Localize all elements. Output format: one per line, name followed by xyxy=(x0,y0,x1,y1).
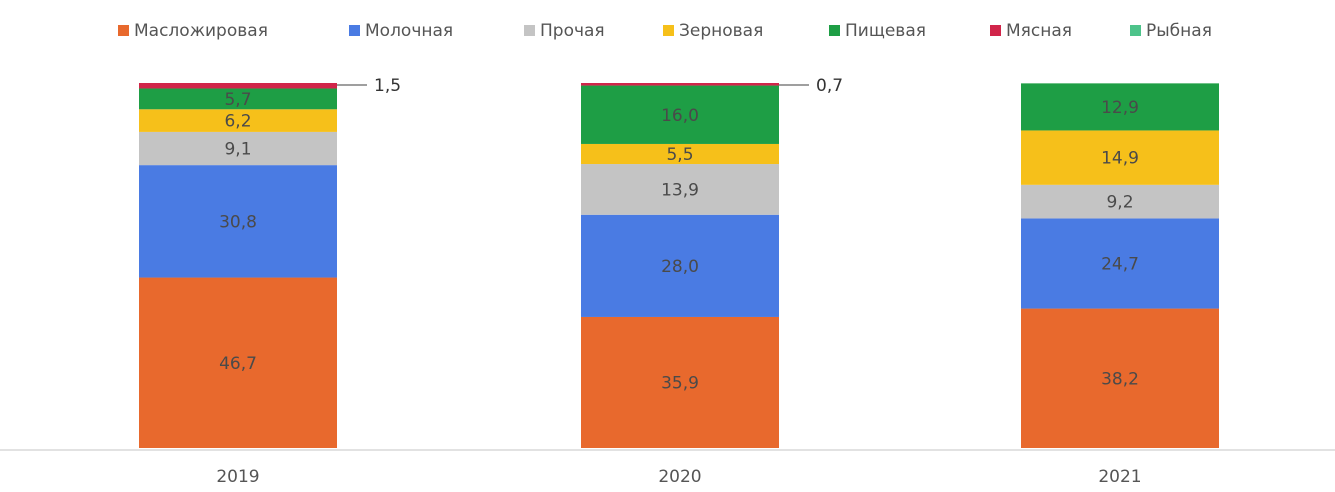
bars: 46,7 30,8 9,1 6,25,7 35,9 28,0 13,9 5,5 16,0 38,2… xyxy=(139,83,1219,448)
legend-label: Рыбная xyxy=(1146,21,1212,41)
bar-segment-2019-6 xyxy=(139,83,337,89)
data-label-2020-1: 35,9 xyxy=(661,373,699,393)
bar-segment-2021-1 xyxy=(1021,308,1219,448)
bar-stack-2020: 35,9 28,0 13,9 5,5 16,0 xyxy=(581,83,779,448)
data-label-2020-3: 13,9 xyxy=(661,180,699,200)
x-axis-labels: 2019 2020 2021 xyxy=(216,467,1141,487)
data-label-2021-3: 9,2 xyxy=(1106,193,1133,213)
bar-stack-2021: 38,2 24,7 9,2 14,9 12,9 xyxy=(1021,83,1219,448)
bar-segment-2021-2 xyxy=(1021,218,1219,309)
annotation-label-1: 1,5 xyxy=(374,76,401,96)
legend-label: Прочая xyxy=(540,21,605,41)
bar-segment-2019-5 xyxy=(139,88,337,110)
data-label-2019-5: 5,7 xyxy=(224,90,251,110)
legend-item-4: Зерновая xyxy=(663,21,763,41)
bar-segment-2021-3 xyxy=(1021,184,1219,219)
bar-segment-2020-6 xyxy=(581,83,779,86)
legend-item-2: Молочная xyxy=(349,21,453,41)
bar-segment-2020-5 xyxy=(581,85,779,144)
legend-item-6: Мясная xyxy=(990,21,1072,41)
bar-stack-2019: 46,7 30,8 9,1 6,25,7 xyxy=(139,83,337,448)
bar-segment-2019-1 xyxy=(139,277,337,448)
legend-swatch xyxy=(1130,25,1141,36)
bar-segment-2021-4 xyxy=(1021,130,1219,185)
legend-item-5: Пищевая xyxy=(829,21,926,41)
bar-segment-2019-2 xyxy=(139,165,337,278)
x-tick-label-2020: 2020 xyxy=(658,467,701,487)
data-label-2019-2: 30,8 xyxy=(219,212,257,232)
data-label-2019-4: 6,2 xyxy=(224,112,251,132)
legend-label: Мясная xyxy=(1006,21,1072,41)
legend-label: Масложировая xyxy=(134,21,268,41)
legend-swatch xyxy=(349,25,360,36)
data-label-2021-1: 38,2 xyxy=(1101,369,1139,389)
legend-swatch xyxy=(829,25,840,36)
x-tick-label-2021: 2021 xyxy=(1098,467,1141,487)
legend-swatch xyxy=(524,25,535,36)
legend-label: Пищевая xyxy=(845,21,926,41)
legend-swatch xyxy=(663,25,674,36)
annotation-label-2: 0,7 xyxy=(816,76,843,96)
bar-segment-2019-3 xyxy=(139,131,337,166)
bar-segment-2020-3 xyxy=(581,164,779,215)
bar-segment-2021-5 xyxy=(1021,83,1219,131)
bar-segment-2020-2 xyxy=(581,214,779,317)
data-label-2020-2: 28,0 xyxy=(661,257,699,277)
data-label-2020-4: 5,5 xyxy=(666,145,693,165)
bar-segment-2020-4 xyxy=(581,143,779,165)
data-label-2019-1: 46,7 xyxy=(219,354,257,374)
data-label-2019-3: 9,1 xyxy=(224,140,251,160)
bar-segment-2020-1 xyxy=(581,316,779,448)
annotations: 1,5 0,7 xyxy=(337,76,843,96)
data-label-2020-5: 16,0 xyxy=(661,106,699,126)
data-label-2021-2: 24,7 xyxy=(1101,254,1139,274)
data-label-2021-4: 14,9 xyxy=(1101,149,1139,169)
data-label-2021-5: 12,9 xyxy=(1101,98,1139,118)
legend-item-1: Масложировая xyxy=(118,21,268,41)
legend-swatch xyxy=(118,25,129,36)
x-tick-label-2019: 2019 xyxy=(216,467,259,487)
legend-label: Зерновая xyxy=(679,21,763,41)
legend-item-7: Рыбная xyxy=(1130,21,1212,41)
bar-segment-2019-4 xyxy=(139,109,337,132)
legend-item-3: Прочая xyxy=(524,21,605,41)
legend-label: Молочная xyxy=(365,21,453,41)
legend: Масложировая Молочная Прочая Зерновая Пищева… xyxy=(118,21,1212,41)
legend-swatch xyxy=(990,25,1001,36)
